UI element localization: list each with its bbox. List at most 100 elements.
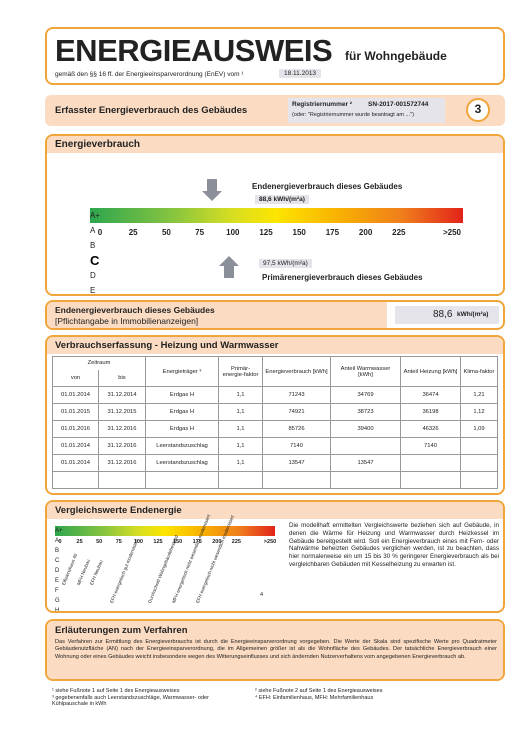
table-cell: 01.01.2014 xyxy=(52,386,99,404)
table-cell: 1,1 xyxy=(218,420,263,438)
table-title: Verbrauchserfassung - Heizung und Warmwa… xyxy=(47,337,503,354)
class-label: D xyxy=(90,271,96,280)
header-cell: Zeitraum xyxy=(52,356,146,370)
table-cell: 31.12.2016 xyxy=(98,420,146,438)
table-cell: 7140 xyxy=(262,437,331,455)
summary-note: [Pflichtangabe in Immobilienanzeigen] xyxy=(55,316,199,326)
marker-label: EFH Neubau xyxy=(89,559,104,586)
tick-label: 25 xyxy=(76,539,83,545)
tick-label: 225 xyxy=(231,539,241,545)
class-label: H xyxy=(55,608,60,613)
table-cell xyxy=(262,471,331,489)
header-cell: Klima-faktor xyxy=(460,356,498,387)
table-cell: 71243 xyxy=(262,386,331,404)
table-row: 01.01.2015 31.12.2015 Erdgas H 1,1 74921 3872… xyxy=(52,403,498,421)
summary-value-box: 88,6 kWh/(m²a) xyxy=(395,306,499,324)
table-cell: 01.01.2015 xyxy=(52,403,99,421)
tick-label: 75 xyxy=(115,539,122,545)
marker-label: Effizienzhaus 40 xyxy=(61,552,79,586)
footnote: ³ gegebenenfalls auch Leerstandszuschläg… xyxy=(52,695,209,707)
tick-label: 100 xyxy=(226,228,240,237)
tick-label: 0 xyxy=(58,539,62,545)
tick-label: 50 xyxy=(96,539,103,545)
tick-label: 125 xyxy=(153,539,163,545)
class-label: A xyxy=(90,226,96,235)
summary-unit: kWh/(m²a) xyxy=(457,311,489,318)
table-cell: 31.12.2016 xyxy=(98,437,146,455)
comparison-scale: A+ A B C D E F G H xyxy=(55,526,275,611)
comparison-text: Die modellhaft ermittelten Vergleichswer… xyxy=(289,522,499,568)
table-cell xyxy=(460,471,498,489)
arrow-shaft xyxy=(207,179,217,191)
subtitle: für Wohngebäude xyxy=(345,49,447,63)
table-box: Verbrauchserfassung - Heizung und Warmwa… xyxy=(45,335,505,495)
table-cell xyxy=(460,437,498,455)
comparison-title: Vergleichswerte Endenergie xyxy=(47,502,503,519)
tick-label: 25 xyxy=(128,228,138,237)
table-cell: Erdgas H xyxy=(145,386,219,404)
summary-bg xyxy=(47,302,387,328)
footnote: ⁴ EFH: Einfamilienhaus, MFH: Mehrfamilie… xyxy=(255,695,374,701)
table-cell: Leerstandszuschlag xyxy=(145,454,219,472)
table-cell: Erdgas H xyxy=(145,403,219,421)
class-label: G xyxy=(55,598,60,604)
consumption-table: Zeitraum Energieträger ³ Primär-energie-fa… xyxy=(52,356,498,489)
table-cell: 31.12.2016 xyxy=(98,454,146,472)
registration-note: (oder: "Registriernummer wurde beantragt… xyxy=(292,112,414,118)
table-cell xyxy=(400,471,461,489)
scale-ticks: 0 25 50 75 100 125 150 175 200 225 >250 xyxy=(47,228,503,240)
header-cell: von xyxy=(52,369,99,387)
primary-arrow xyxy=(219,256,239,266)
table-cell: Erdgas H xyxy=(145,420,219,438)
table-cell: 36198 xyxy=(400,403,461,421)
table-cell: 01.01.2014 xyxy=(52,437,99,455)
header-cell: Primär-energie-faktor xyxy=(218,356,263,387)
explanation-box: Erläuterungen zum Verfahren Das Verfahre… xyxy=(45,619,505,681)
consumption-box: Energieverbrauch Endenergieverbrauch die… xyxy=(45,134,505,296)
table-cell: 31.12.2014 xyxy=(98,386,146,404)
footnote: ¹ siehe Fußnote 1 auf Seite 1 des Energi… xyxy=(52,688,180,694)
registration-box: Registriernummer ² SN-2017-001572744 (od… xyxy=(288,98,445,123)
footnote-ref: 4 xyxy=(260,592,264,598)
tick-label: 75 xyxy=(195,228,205,237)
table-cell: 39400 xyxy=(330,420,401,438)
summary-value: 88,6 xyxy=(433,309,453,320)
class-label: B xyxy=(90,241,96,250)
header-box: ENERGIEAUSWEIS für Wohngebäude gemäß den… xyxy=(45,27,505,85)
table-cell xyxy=(460,454,498,472)
table-cell xyxy=(52,471,99,489)
class-label: C xyxy=(55,558,60,564)
table-cell: 85726 xyxy=(262,420,331,438)
table-cell: 01.01.2014 xyxy=(52,454,99,472)
table-cell: 1,1 xyxy=(218,403,263,421)
table-cell: 38723 xyxy=(330,403,401,421)
tick-label: 100 xyxy=(133,539,143,545)
header-cell: Anteil Warmwasser [kWh] xyxy=(330,356,401,387)
table-cell: 1,1 xyxy=(218,437,263,455)
primary-value: 97,5 kWh/(m²a) xyxy=(259,259,312,268)
table-cell xyxy=(330,471,401,489)
registration-label: Registriernummer ² xyxy=(292,101,352,108)
date: 18.11.2013 xyxy=(279,69,322,78)
explanation-bg xyxy=(47,621,503,679)
table-cell: 74921 xyxy=(262,403,331,421)
table-cell: 1,1 xyxy=(218,386,263,404)
class-label: A+ xyxy=(55,528,63,534)
tick-label: 125 xyxy=(259,228,273,237)
class-label: A xyxy=(55,538,60,544)
class-label: E xyxy=(90,286,96,295)
tick-label: 200 xyxy=(358,228,373,237)
explanation-text: Das Verfahren zur Ermittlung des Energie… xyxy=(55,639,497,660)
primary-label: Primärenergieverbrauch dieses Gebäudes xyxy=(262,273,423,282)
explanation-title: Erläuterungen zum Verfahren xyxy=(55,625,188,636)
table-cell: 7140 xyxy=(400,437,461,455)
footnote: ² siehe Fußnote 2 auf Seite 1 des Energi… xyxy=(255,688,383,694)
table-cell: 01.01.2016 xyxy=(52,420,99,438)
class-label: D xyxy=(55,568,60,574)
summary-box: Endenergieverbrauch dieses Gebäudes [Pfl… xyxy=(45,300,505,330)
table-row xyxy=(52,471,498,489)
section-bar: Erfasster Energieverbrauch des Gebäudes … xyxy=(45,95,505,126)
table-cell: 31.12.2015 xyxy=(98,403,146,421)
